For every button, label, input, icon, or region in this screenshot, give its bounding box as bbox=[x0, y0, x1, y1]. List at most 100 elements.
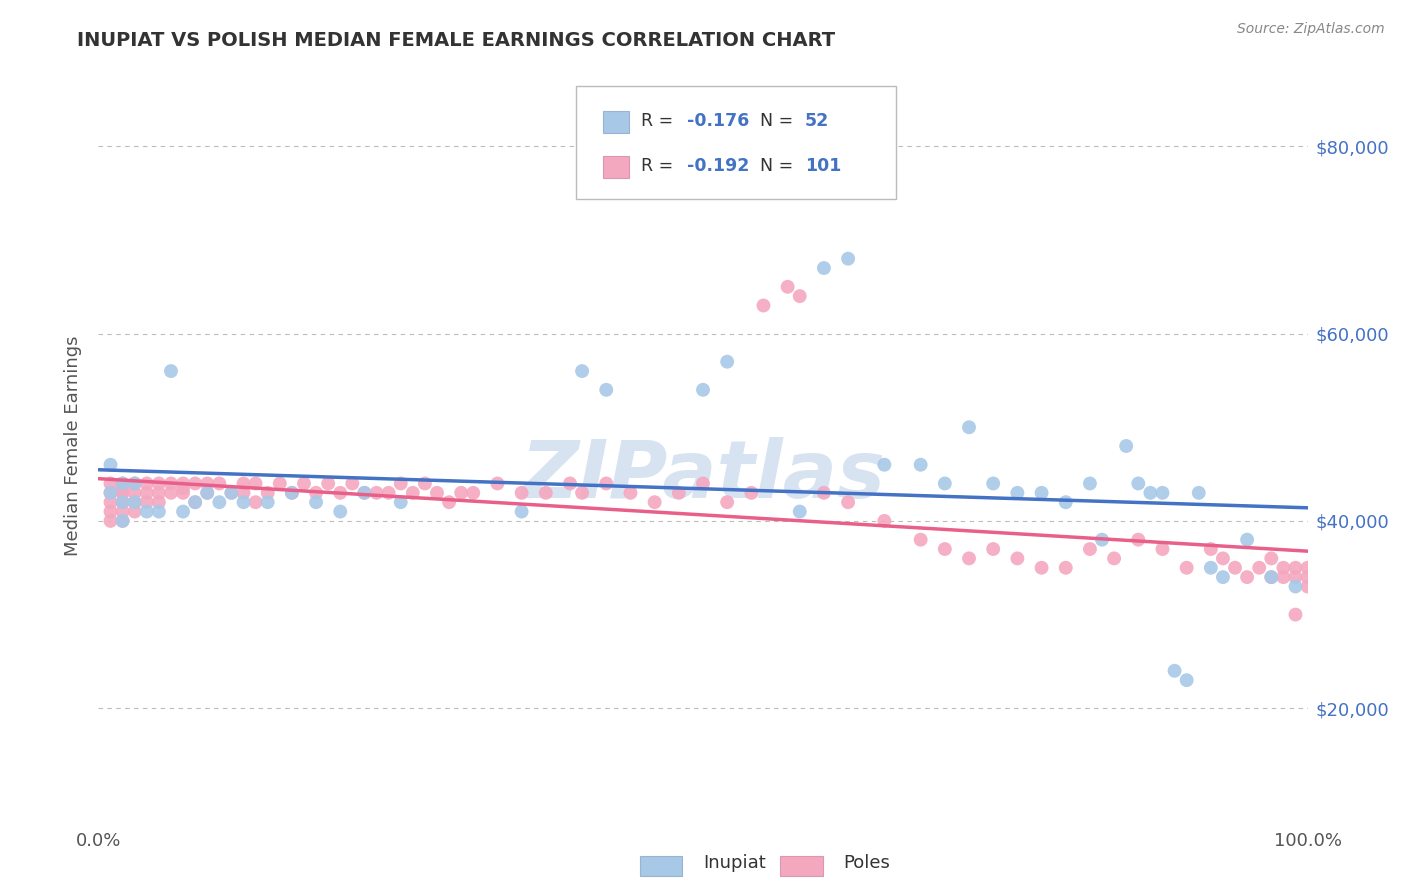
Point bbox=[172, 481, 194, 495]
Point bbox=[789, 289, 811, 303]
Point bbox=[232, 476, 254, 491]
Point bbox=[837, 252, 859, 266]
Point bbox=[437, 495, 460, 509]
Point bbox=[135, 505, 157, 519]
Point bbox=[957, 551, 980, 566]
Point bbox=[1284, 570, 1306, 584]
Point bbox=[366, 486, 388, 500]
Point bbox=[558, 476, 581, 491]
Point bbox=[1188, 486, 1211, 500]
Point bbox=[534, 486, 557, 500]
Point bbox=[329, 505, 352, 519]
Point bbox=[305, 486, 328, 500]
Point bbox=[100, 458, 122, 472]
Point bbox=[124, 486, 146, 500]
Text: Inupiat: Inupiat bbox=[703, 855, 766, 872]
Point bbox=[389, 495, 412, 509]
Point bbox=[172, 476, 194, 491]
Text: Source: ZipAtlas.com: Source: ZipAtlas.com bbox=[1237, 22, 1385, 37]
Point bbox=[1102, 551, 1125, 566]
Point bbox=[740, 486, 762, 500]
Point bbox=[752, 298, 775, 313]
Point bbox=[1272, 561, 1295, 575]
Point bbox=[148, 505, 170, 519]
Point bbox=[1260, 570, 1282, 584]
Point bbox=[1199, 561, 1222, 575]
Point bbox=[463, 486, 485, 500]
Point bbox=[208, 476, 231, 491]
Point bbox=[111, 495, 134, 509]
Point bbox=[716, 355, 738, 369]
Point bbox=[305, 495, 328, 509]
Text: N =: N = bbox=[759, 157, 799, 175]
Point bbox=[281, 486, 304, 500]
Text: -0.176: -0.176 bbox=[688, 112, 749, 130]
Point bbox=[934, 542, 956, 557]
Text: ZIPatlas: ZIPatlas bbox=[520, 437, 886, 515]
Point bbox=[1031, 561, 1053, 575]
Point bbox=[100, 486, 122, 500]
Point bbox=[776, 280, 799, 294]
Point bbox=[789, 505, 811, 519]
Point bbox=[111, 495, 134, 509]
Point bbox=[148, 486, 170, 500]
Text: R =: R = bbox=[641, 112, 679, 130]
Point bbox=[1236, 570, 1258, 584]
FancyBboxPatch shape bbox=[603, 156, 630, 178]
Point bbox=[813, 261, 835, 276]
Point bbox=[873, 514, 896, 528]
Point bbox=[329, 486, 352, 500]
Point bbox=[981, 542, 1004, 557]
Point bbox=[1031, 486, 1053, 500]
Point bbox=[389, 476, 412, 491]
Point bbox=[1078, 542, 1101, 557]
Point bbox=[402, 486, 425, 500]
Point bbox=[124, 505, 146, 519]
Point bbox=[510, 486, 533, 500]
Point bbox=[353, 486, 375, 500]
Point bbox=[160, 476, 183, 491]
Point bbox=[135, 476, 157, 491]
Point bbox=[124, 476, 146, 491]
Point bbox=[172, 486, 194, 500]
Point bbox=[668, 486, 690, 500]
Point bbox=[269, 476, 291, 491]
Point bbox=[1115, 439, 1137, 453]
Point bbox=[100, 495, 122, 509]
Point bbox=[316, 476, 339, 491]
Point bbox=[981, 476, 1004, 491]
Point bbox=[195, 486, 218, 500]
Text: INUPIAT VS POLISH MEDIAN FEMALE EARNINGS CORRELATION CHART: INUPIAT VS POLISH MEDIAN FEMALE EARNINGS… bbox=[77, 31, 835, 50]
Point bbox=[148, 495, 170, 509]
Point bbox=[100, 486, 122, 500]
Point bbox=[873, 458, 896, 472]
Point bbox=[1296, 561, 1319, 575]
Point bbox=[111, 505, 134, 519]
Point bbox=[1152, 486, 1174, 500]
Point bbox=[148, 476, 170, 491]
Point bbox=[619, 486, 641, 500]
Point bbox=[221, 486, 243, 500]
Point bbox=[1296, 570, 1319, 584]
Point bbox=[377, 486, 399, 500]
Point bbox=[957, 420, 980, 434]
Point bbox=[1212, 570, 1234, 584]
Point bbox=[1296, 580, 1319, 594]
Point bbox=[256, 486, 278, 500]
Point bbox=[1260, 570, 1282, 584]
Y-axis label: Median Female Earnings: Median Female Earnings bbox=[65, 335, 83, 557]
Point bbox=[111, 514, 134, 528]
Point bbox=[111, 486, 134, 500]
Point bbox=[413, 476, 436, 491]
Point bbox=[692, 383, 714, 397]
Point bbox=[184, 476, 207, 491]
Point bbox=[184, 495, 207, 509]
Point bbox=[1007, 486, 1029, 500]
Text: 52: 52 bbox=[804, 112, 828, 130]
Point bbox=[232, 486, 254, 500]
Point bbox=[111, 476, 134, 491]
Point bbox=[1078, 476, 1101, 491]
Point bbox=[510, 505, 533, 519]
Point bbox=[692, 476, 714, 491]
Point bbox=[135, 495, 157, 509]
